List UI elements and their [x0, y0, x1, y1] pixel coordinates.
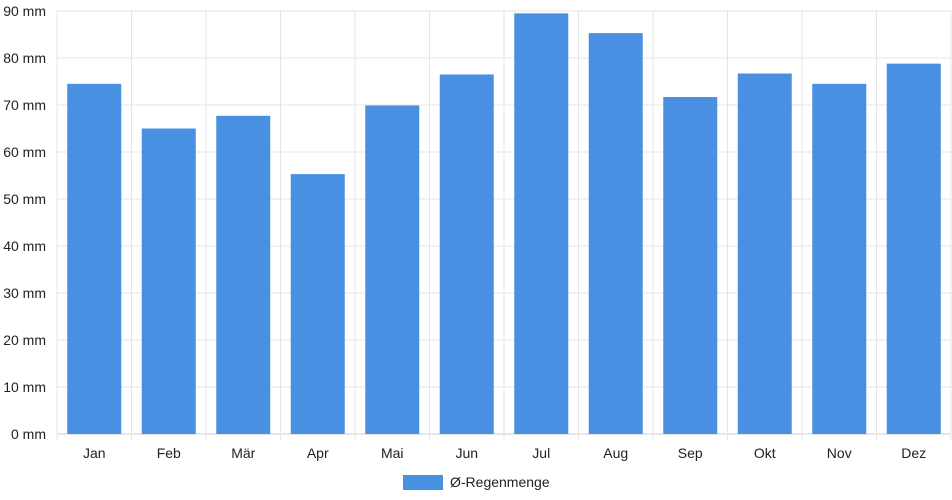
x-tick-label: Jun	[455, 445, 478, 461]
y-tick-label: 10 mm	[3, 379, 46, 395]
bar-aug[interactable]	[588, 33, 643, 435]
y-tick-label: 60 mm	[3, 144, 46, 160]
x-axis: Jan Feb Mär Apr Mai Jun Jul Aug Sep Okt Nov Dez	[83, 445, 926, 461]
bar-mär[interactable]	[216, 115, 271, 434]
y-tick-label: 30 mm	[3, 285, 46, 301]
x-tick-label: Nov	[827, 445, 852, 461]
y-tick-label: 0 mm	[11, 426, 46, 442]
y-tick-label: 40 mm	[3, 238, 46, 254]
legend-label[interactable]: Ø-Regenmenge	[450, 474, 550, 490]
y-axis: 0 mm 10 mm 20 mm 30 mm 40 mm 50 mm 60 mm 70 mm 8…	[3, 3, 46, 442]
bar-apr[interactable]	[290, 174, 345, 434]
bar-dez[interactable]	[886, 63, 941, 434]
x-tick-label: Mär	[231, 445, 255, 461]
x-tick-label: Jul	[532, 445, 550, 461]
bar-jan[interactable]	[67, 83, 122, 434]
x-tick-label: Feb	[157, 445, 181, 461]
y-tick-label: 20 mm	[3, 332, 46, 348]
grid-lines	[56, 10, 952, 440]
bar-jun[interactable]	[439, 74, 494, 434]
bar-jul[interactable]	[514, 13, 569, 434]
x-tick-label: Aug	[603, 445, 628, 461]
x-tick-label: Jan	[83, 445, 106, 461]
x-tick-label: Sep	[678, 445, 703, 461]
y-tick-label: 70 mm	[3, 97, 46, 113]
legend-swatch[interactable]	[403, 475, 443, 490]
y-tick-label: 80 mm	[3, 50, 46, 66]
bar-mai[interactable]	[365, 105, 420, 434]
y-tick-label: 90 mm	[3, 3, 46, 19]
bar-nov[interactable]	[812, 83, 867, 434]
bar-sep[interactable]	[663, 97, 718, 434]
x-tick-label: Apr	[307, 445, 329, 461]
x-tick-label: Dez	[901, 445, 926, 461]
legend[interactable]: Ø-Regenmenge	[403, 474, 550, 490]
x-tick-label: Mai	[381, 445, 404, 461]
bar-feb[interactable]	[141, 128, 196, 435]
x-tick-label: Okt	[754, 445, 776, 461]
bars	[67, 13, 941, 435]
y-tick-label: 50 mm	[3, 191, 46, 207]
bar-okt[interactable]	[737, 73, 792, 434]
